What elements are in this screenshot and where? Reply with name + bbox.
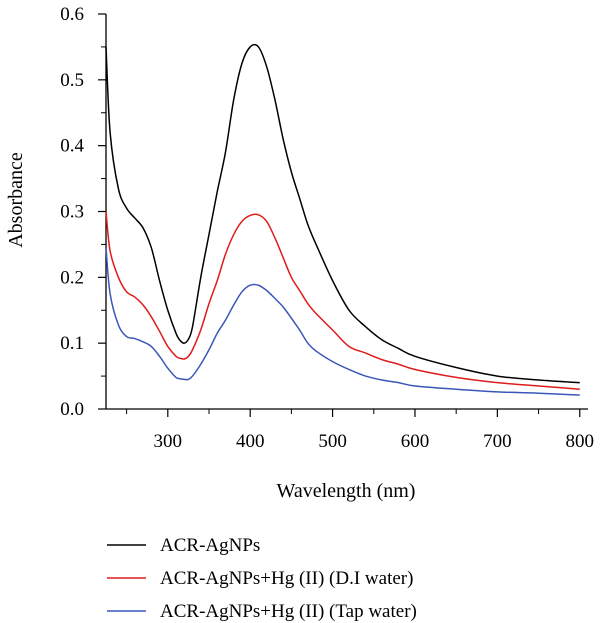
series-line-2 [105, 211, 580, 390]
x-axis-title: Wavelength (nm) [277, 480, 416, 502]
legend-label-2: ACR-AgNPs+Hg (II) (D.I water) [160, 568, 413, 589]
plot-area: 0.0 0.1 0.2 0.3 0.4 0.5 0.6 300 400 500 600 700 800 [60, 4, 594, 452]
y-tick-label: 0.2 [60, 267, 84, 288]
y-tick-label: 0.0 [60, 399, 84, 420]
y-tick-label: 0.1 [60, 333, 84, 354]
y-tick-label: 0.6 [60, 4, 84, 25]
legend: ACR-AgNPs ACR-AgNPs+Hg (II) (D.I water) AC… [107, 535, 417, 622]
series-lines [105, 43, 580, 396]
y-tick-label: 0.5 [60, 70, 84, 91]
x-tick-label: 700 [483, 431, 512, 452]
x-tick-label: 500 [318, 431, 347, 452]
x-axis-ticks: 300 400 500 600 700 800 [126, 409, 595, 452]
legend-label-3: ACR-AgNPs+Hg (II) (Tap water) [160, 601, 417, 622]
x-tick-label: 300 [154, 431, 183, 452]
x-tick-label: 400 [236, 431, 265, 452]
x-tick-label: 800 [566, 431, 595, 452]
series-line-1 [105, 43, 580, 384]
y-axis-ticks: 0.0 0.1 0.2 0.3 0.4 0.5 0.6 [60, 4, 106, 420]
y-tick-label: 0.4 [60, 136, 84, 157]
y-axis-title: Absorbance [5, 152, 27, 248]
x-tick-label: 600 [401, 431, 430, 452]
y-tick-label: 0.3 [60, 202, 84, 223]
legend-label-1: ACR-AgNPs [160, 535, 260, 556]
series-line-3 [105, 247, 580, 396]
